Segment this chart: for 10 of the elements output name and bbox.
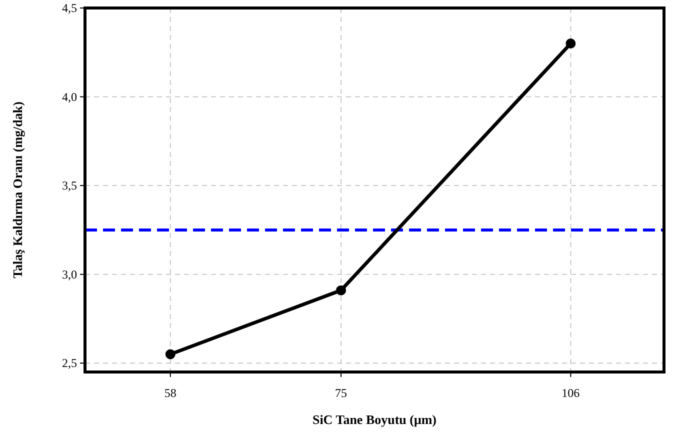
y-axis-title: Talaş Kaldırma Oranı (mg/dak) [10,102,25,278]
x-tick-label: 75 [335,386,348,400]
y-tick-label: 4,0 [62,90,77,104]
y-tick-label: 2,5 [62,356,77,370]
x-axis-title: SiC Tane Boyutu (μm) [312,412,437,427]
y-tick-label: 4,5 [62,1,77,15]
x-tick-label: 58 [164,386,176,400]
y-tick-label: 3,0 [62,267,77,282]
y-tick-label: 3,5 [62,178,77,193]
x-tick-label: 106 [562,386,580,400]
